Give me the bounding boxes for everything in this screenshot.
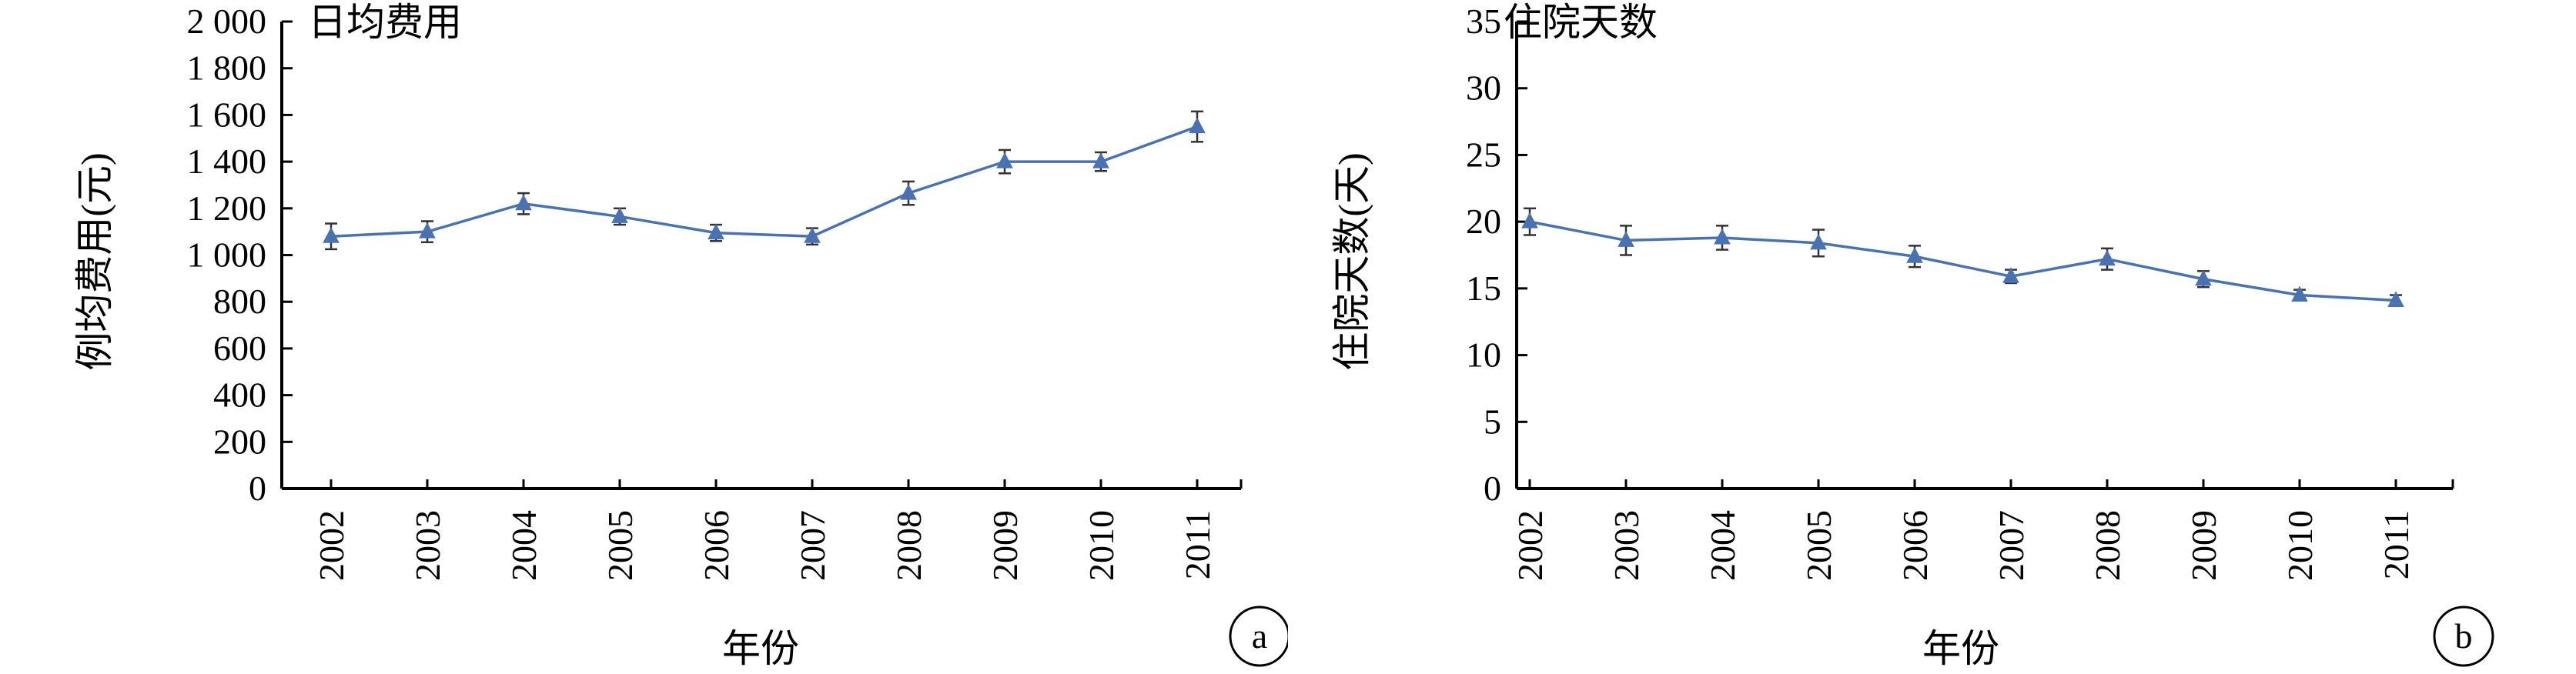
data-point-marker [1521,212,1538,229]
x-tick-label: 2010 [1082,510,1121,581]
panel-letter-circle [1229,606,1288,667]
y-tick-label: 0 [249,469,266,508]
x-tick-label: 2011 [1178,510,1217,579]
data-point-marker [419,222,436,239]
data-point-marker [996,152,1013,168]
y-axis-title: 住院天数(天) [1330,152,1373,370]
x-tick-label: 2006 [1895,510,1935,581]
x-tick-label: 2007 [1992,510,2031,581]
y-tick-label: 15 [1466,269,1501,308]
y-tick-label: 0 [1484,469,1501,508]
y-tick-label: 1 800 [187,48,267,88]
x-tick-label: 2011 [2377,510,2416,579]
y-tick-label: 200 [213,422,266,461]
data-point-marker [515,194,532,211]
x-tick-label: 2008 [2088,510,2127,581]
y-tick-label: 600 [213,329,266,368]
chart-panel-b: 0 5 10 15 20 25 30 35 2002 2003 2004 2005 2006 2007 20… [1288,0,2576,674]
y-tick-label: 1 400 [187,142,267,181]
x-axis-title: 年份 [1922,627,1999,670]
x-tick-label: 2008 [889,510,928,581]
x-tick-label: 2009 [985,510,1025,581]
y-tick-label: 1 600 [187,95,267,134]
y-tick-label: 30 [1466,68,1501,108]
data-point-marker [2002,267,2019,283]
x-tick-label: 2009 [2184,510,2223,581]
chart-panel-a: 0 200 400 600 800 1 000 1 200 1 400 1 600 1 800 2 … [73,1,1288,670]
x-tick-label: 2007 [793,510,832,581]
panel-letter: a [1252,616,1267,656]
panel-letter-circle [2433,606,2494,667]
y-tick-label: 1 000 [187,235,267,275]
panel-letter: b [2455,616,2473,656]
chart-b-svg: 0 5 10 15 20 25 30 35 2002 2003 2004 2005 2006 2007 20… [1330,1,2494,670]
x-tick-label: 2002 [312,510,351,581]
series-line [1529,220,2397,302]
data-point-marker [708,223,724,240]
y-tick-label: 25 [1466,135,1501,174]
y-tick-label: 400 [213,375,266,415]
data-point-marker [1714,228,1731,245]
data-point-marker [611,207,628,223]
chart-a-svg: 0 200 400 600 800 1 000 1 200 1 400 1 600 1 800 2 … [73,1,1288,670]
data-point-marker [1618,231,1634,247]
x-tick-label: 2003 [408,510,447,581]
y-tick-label: 10 [1466,335,1501,375]
chart-title: 住院天数 [1504,1,1658,44]
data-point-marker [804,227,821,243]
x-tick-label: 2006 [697,510,736,581]
y-tick-label: 5 [1484,402,1501,441]
x-tick-label: 2010 [2280,510,2320,581]
data-point-marker [1092,152,1109,168]
x-tick-label: 2003 [1607,510,1646,581]
x-tick-label: 2002 [1510,510,1550,581]
y-tick-label: 20 [1466,202,1501,241]
data-point-marker [2387,291,2404,307]
data-point-marker [2291,285,2308,302]
data-point-marker [2195,269,2212,286]
x-tick-label: 2005 [1799,510,1838,581]
data-point-marker [1189,117,1206,134]
y-tick-label: 35 [1466,2,1501,41]
data-point-marker [900,183,917,200]
y-tick-label: 800 [213,282,266,321]
chart-title: 日均费用 [308,1,462,44]
x-tick-label: 2004 [1703,510,1742,581]
x-tick-label: 2004 [504,510,544,581]
data-point-marker [1906,247,1923,263]
data-point-marker [323,227,340,243]
data-point-marker [1810,233,1827,250]
series-line [330,125,1198,238]
x-tick-label: 2005 [601,510,640,581]
y-axis-title: 例均费用(元) [73,152,116,370]
x-axis-title: 年份 [722,627,799,670]
y-tick-label: 2 000 [187,2,267,41]
data-point-marker [2099,249,2116,266]
y-tick-label: 1 200 [187,189,267,228]
